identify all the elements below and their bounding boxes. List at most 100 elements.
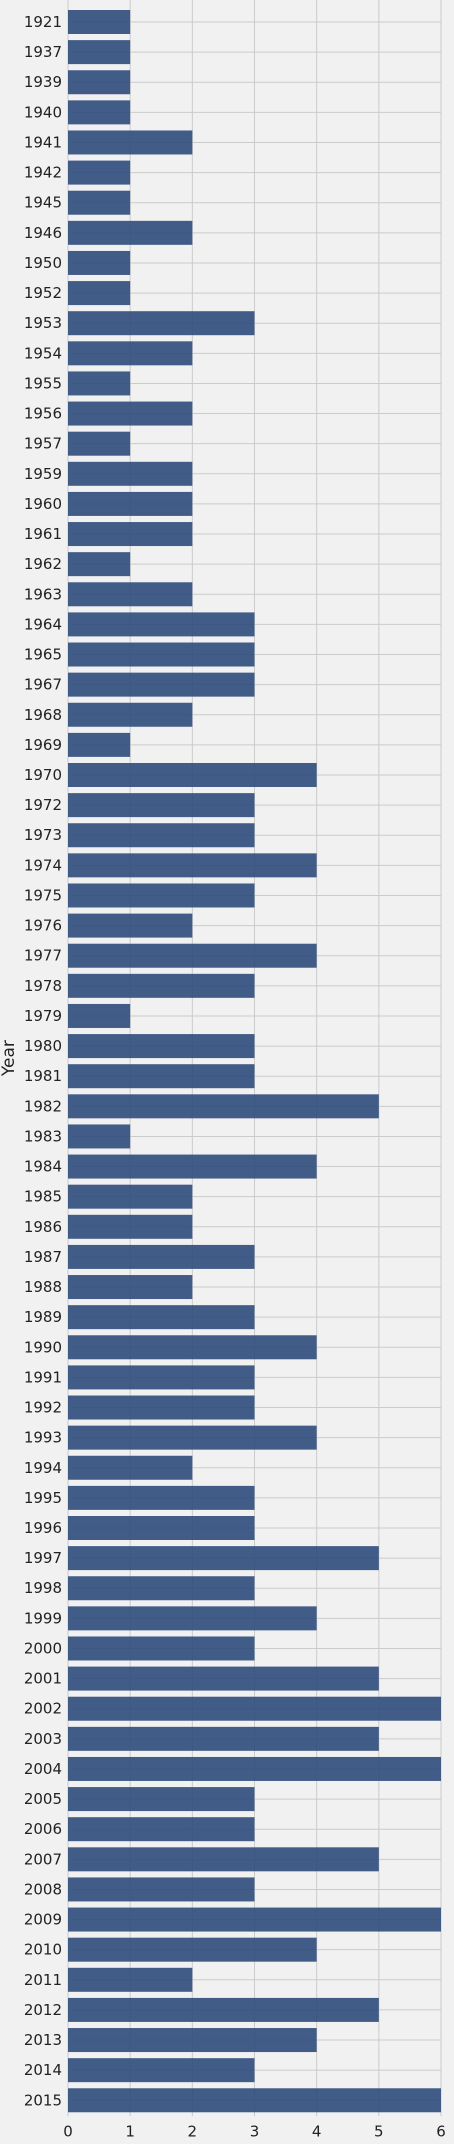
bar [68,100,131,125]
bar [68,1064,255,1089]
y-tick-label: 1955 [24,374,62,392]
bar [68,1003,131,1028]
y-tick-label: 1973 [24,826,62,844]
y-tick-label: 2012 [24,2001,62,2019]
y-tick-label: 1960 [24,495,62,513]
bar [68,793,255,818]
bar [68,522,193,547]
bar [68,1395,255,1420]
y-tick-label: 1983 [24,1127,62,1145]
y-tick-labels: 1921 1937 1939 1940 1941 1942 1945 1946 1950 1952… [24,13,62,2109]
y-tick-label: 1942 [24,164,62,182]
y-tick-label: 1998 [24,1579,62,1597]
y-tick-label: 2008 [24,1880,62,1898]
bar [68,1516,255,1540]
y-tick-label: 2013 [24,2031,62,2049]
bar [68,1034,255,1059]
bar [68,1997,379,2022]
bar [68,311,255,336]
y-tick-label: 1941 [24,133,62,151]
y-tick-label: 1953 [24,314,62,332]
bar [68,250,131,275]
bar [68,1576,255,1601]
bar [68,913,193,938]
bar [68,1365,255,1390]
y-tick-label: 1956 [24,405,62,423]
y-tick-label: 1976 [24,917,62,935]
y-tick-label: 1945 [24,194,62,212]
bar [68,1214,193,1239]
bar [68,1425,317,1450]
bar [68,1907,441,1932]
y-tick-label: 2004 [24,1760,62,1778]
bar [68,853,317,878]
bar [68,672,255,697]
y-tick-label: 1950 [24,254,62,272]
bar [68,702,193,727]
y-tick-label: 1946 [24,224,62,242]
y-tick-label: 1940 [24,103,62,121]
bar [68,552,131,577]
y-tick-label: 1952 [24,284,62,302]
bar [68,1847,379,1872]
y-tick-label: 1954 [24,344,62,362]
bar [68,1335,317,1360]
y-tick-label: 2007 [24,1850,62,1868]
y-tick-label: 1937 [24,43,62,61]
bar [68,943,317,968]
y-tick-label: 1959 [24,465,62,483]
y-tick-label: 2000 [24,1639,62,1657]
y-tick-label: 1997 [24,1549,62,1567]
bar [68,642,255,667]
y-tick-label: 1978 [24,977,62,995]
bar [68,220,193,245]
y-tick-label: 1977 [24,947,62,965]
y-tick-label: 1993 [24,1429,62,1447]
bar [68,401,193,426]
y-tick-label: 1988 [24,1278,62,1296]
bar [68,431,131,456]
y-tick-label: 2015 [24,2091,62,2109]
y-tick-label: 1982 [24,1097,62,1115]
bar [68,1184,193,1209]
bar [68,190,131,215]
x-tick-label: 4 [312,2122,322,2140]
bar [68,823,255,848]
bar [68,1666,379,1691]
bar [68,1455,193,1480]
bar [68,491,193,516]
bar [68,40,131,65]
y-tick-label: 2005 [24,1790,62,1808]
bar [68,10,131,34]
bar [68,1817,255,1842]
bar [68,883,255,908]
bar [68,130,193,155]
y-tick-label: 2001 [24,1670,62,1688]
bar [68,461,193,486]
y-tick-label: 1961 [24,525,62,543]
y-tick-label: 1970 [24,766,62,784]
y-tick-label: 1996 [24,1519,62,1537]
y-tick-label: 2006 [24,1820,62,1838]
bar [68,763,317,787]
y-tick-label: 1994 [24,1459,62,1477]
bar [68,612,255,637]
bar [68,341,193,366]
y-tick-label: 1921 [24,13,62,31]
bar [68,973,255,998]
y-tick-label: 1972 [24,796,62,814]
y-tick-label: 1992 [24,1399,62,1417]
bar [68,1787,255,1812]
y-tick-label: 1999 [24,1609,62,1627]
y-tick-label: 2003 [24,1730,62,1748]
bar [68,1696,441,1721]
x-tick-label: 3 [250,2122,260,2140]
bar [68,1275,193,1300]
bar [68,582,193,607]
x-tick-labels: 0 1 2 3 4 5 6 [63,2122,446,2140]
y-tick-label: 1939 [24,73,62,91]
y-tick-label: 1968 [24,706,62,724]
y-tick-label: 1979 [24,1007,62,1025]
bar [68,371,131,396]
